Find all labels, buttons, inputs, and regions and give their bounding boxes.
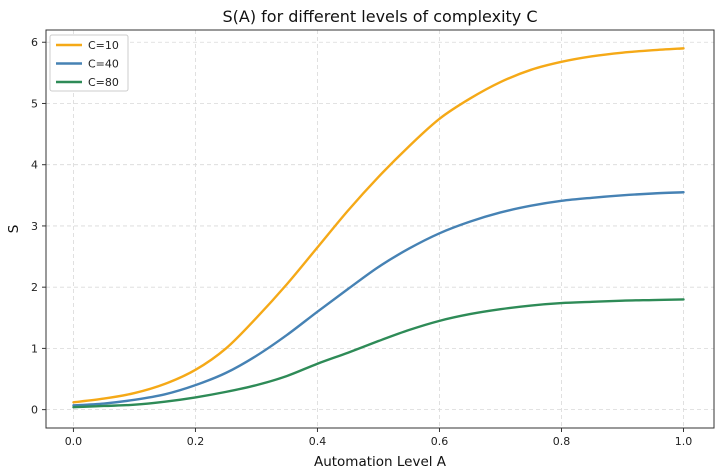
x-tick-label: 0.8 xyxy=(553,435,571,448)
x-axis-label: Automation Level A xyxy=(314,454,447,470)
x-tick-label: 0.0 xyxy=(65,435,83,448)
y-axis-label: S xyxy=(6,225,22,234)
x-tick-label: 0.2 xyxy=(187,435,205,448)
x-tick-label: 0.4 xyxy=(309,435,327,448)
series-line-c-80 xyxy=(72,298,685,409)
legend-label-c-10: C=10 xyxy=(88,39,119,52)
legend-label-c-40: C=40 xyxy=(88,58,119,71)
series-layer xyxy=(72,47,685,409)
x-tick-label: 1.0 xyxy=(675,435,693,448)
y-tick-label: 1 xyxy=(31,342,38,355)
chart-title: S(A) for different levels of complexity … xyxy=(222,7,537,26)
y-tick-label: 0 xyxy=(31,404,38,417)
plot-frame xyxy=(45,29,715,429)
x-tick-label: 0.6 xyxy=(431,435,449,448)
y-tick-label: 5 xyxy=(31,97,38,110)
legend-label-c-80: C=80 xyxy=(88,76,119,89)
y-tick-label: 4 xyxy=(31,159,38,172)
y-tick-label: 3 xyxy=(31,220,38,233)
series-line-c-10 xyxy=(72,47,685,404)
series-line-c-40 xyxy=(72,191,685,407)
grid xyxy=(46,30,714,428)
y-tick-label: 6 xyxy=(31,36,38,49)
legend: C=10 C=40 C=80 xyxy=(49,34,129,92)
axis-ticks: 0.0 0.2 0.4 0.6 0.8 1.0 0 1 2 3 4 5 6 xyxy=(31,36,692,448)
legend-box xyxy=(49,34,129,92)
y-tick-label: 2 xyxy=(31,281,38,294)
